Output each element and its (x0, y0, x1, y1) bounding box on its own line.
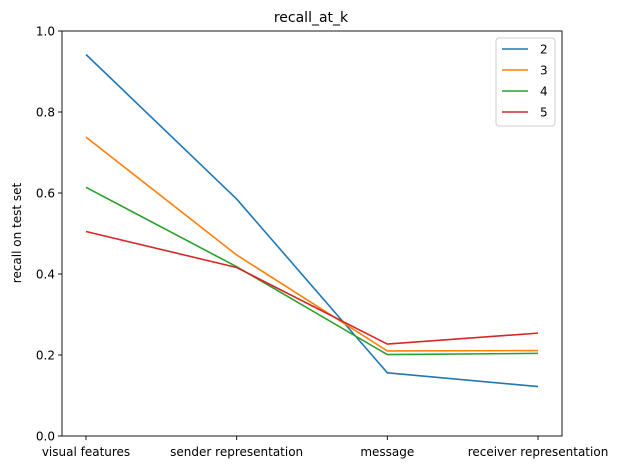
x-tick-label: sender representation (170, 445, 303, 459)
series-line-3 (85, 136, 539, 352)
legend: 2 3 4 5 (495, 37, 556, 127)
y-tick-label: 1.0 (36, 24, 55, 38)
y-tick-label: 0.4 (36, 267, 55, 281)
y-tick-label: 0.6 (36, 186, 55, 200)
series-line-5 (85, 230, 539, 345)
x-tick-label: receiver representation (468, 445, 609, 459)
y-tick-label: 0.2 (36, 348, 55, 362)
x-tick-label: message (360, 445, 414, 459)
plot-frame (61, 30, 563, 437)
y-axis-label: recall on test set (10, 182, 24, 283)
x-tick-label: visual features (42, 445, 130, 459)
series-line-4 (85, 186, 539, 356)
y-tick-label: 0.8 (36, 105, 55, 119)
y-tick-label: 0.0 (36, 429, 55, 443)
legend-label: 2 (540, 42, 548, 56)
chart-title: recall_at_k (274, 10, 349, 26)
legend-label: 4 (540, 84, 548, 98)
legend-label: 5 (540, 105, 548, 119)
series-lines (85, 53, 539, 388)
axes: 0.0 0.2 0.4 0.6 0.8 1.0 visual features sender … (36, 24, 608, 459)
legend-label: 3 (540, 63, 548, 77)
legend-box (495, 37, 556, 127)
series-line-2 (85, 53, 539, 388)
